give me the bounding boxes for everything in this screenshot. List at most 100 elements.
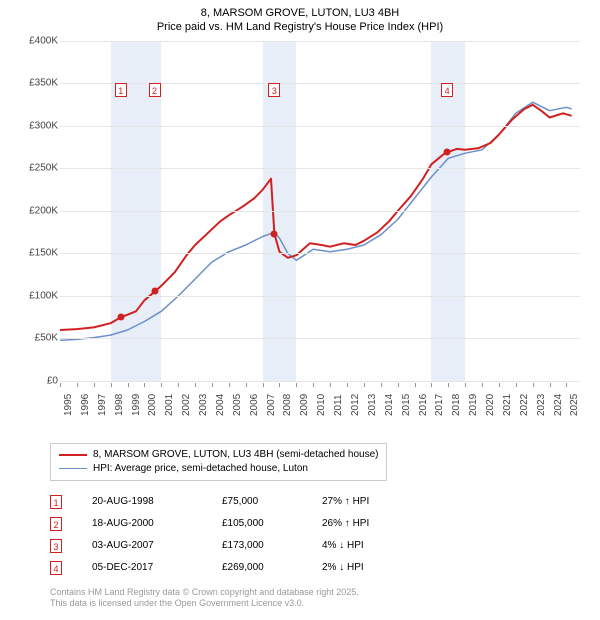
x-axis-label: 2001 [164,393,175,415]
x-tick [330,383,331,387]
sale-dot [271,230,278,237]
sales-diff: 4% ↓ HPI [322,540,422,551]
gridline [60,126,580,127]
y-axis-label: £350K [20,78,58,89]
x-tick [195,383,196,387]
x-axis-label: 2020 [485,393,496,415]
x-tick [128,383,129,387]
footer-line1: Contains HM Land Registry data © Crown c… [50,587,590,599]
x-axis-label: 2019 [468,393,479,415]
sales-diff: 27% ↑ HPI [322,496,422,507]
x-axis-label: 2022 [519,393,530,415]
sales-diff: 2% ↓ HPI [322,562,422,573]
legend-item: HPI: Average price, semi-detached house,… [59,462,378,476]
x-axis-label: 1996 [80,393,91,415]
x-tick [566,383,567,387]
x-tick [60,383,61,387]
x-tick [296,383,297,387]
x-axis-label: 2021 [502,393,513,415]
legend-swatch [59,454,87,456]
sale-dot [444,148,451,155]
sale-dot [151,288,158,295]
sales-date: 18-AUG-2000 [92,518,222,529]
x-axis-label: 2004 [215,393,226,415]
x-axis-label: 1999 [131,393,142,415]
x-axis-label: 2018 [451,393,462,415]
sales-date: 03-AUG-2007 [92,540,222,551]
x-tick [229,383,230,387]
x-tick [178,383,179,387]
x-axis-label: 2011 [333,394,344,416]
chart-marker: 3 [268,83,280,97]
gridline [60,296,580,297]
x-tick [398,383,399,387]
gridline [60,211,580,212]
legend-swatch [59,468,87,470]
x-axis-label: 2013 [367,393,378,415]
y-axis-label: £300K [20,120,58,131]
x-axis-label: 2010 [316,393,327,415]
x-tick [347,383,348,387]
x-tick [516,383,517,387]
y-axis-label: £200K [20,205,58,216]
x-axis-label: 2025 [569,393,580,415]
sales-price: £269,000 [222,562,322,573]
x-tick [246,383,247,387]
sales-marker: 2 [50,517,62,531]
x-tick [161,383,162,387]
x-axis-label: 2000 [147,393,158,415]
x-tick [212,383,213,387]
x-axis-label: 2012 [350,393,361,415]
sales-table: 1 20-AUG-1998£75,00027% ↑ HPI 2 18-AUG-2000… [50,491,590,579]
x-axis-label: 2003 [198,393,209,415]
sales-row: 1 20-AUG-1998£75,00027% ↑ HPI [50,491,590,513]
x-axis-label: 2002 [181,393,192,415]
legend-label: 8, MARSOM GROVE, LUTON, LU3 4BH (semi-de… [93,449,378,460]
y-axis-label: £250K [20,163,58,174]
x-tick [313,383,314,387]
title-subtitle: Price paid vs. HM Land Registry's House … [10,20,590,34]
y-axis-label: £0 [20,375,58,386]
x-axis-label: 2014 [384,393,395,415]
x-tick [465,383,466,387]
x-axis-label: 2024 [553,393,564,415]
x-tick [381,383,382,387]
x-tick [144,383,145,387]
x-axis-label: 2016 [418,393,429,415]
gridline [60,168,580,169]
sales-price: £75,000 [222,496,322,507]
sales-date: 05-DEC-2017 [92,562,222,573]
x-axis-label: 2009 [299,393,310,415]
chart-area: £0£50K£100K£150K£200K£250K£300K£350K£400… [20,41,580,401]
gridline [60,381,580,382]
x-tick [364,383,365,387]
x-axis-label: 1995 [63,393,74,415]
sales-marker: 1 [50,495,62,509]
x-axis-label: 2005 [232,393,243,415]
gridline [60,83,580,84]
y-axis-label: £400K [20,35,58,46]
x-tick [279,383,280,387]
x-tick [415,383,416,387]
x-axis-label: 2006 [249,393,260,415]
x-tick [550,383,551,387]
sales-price: £105,000 [222,518,322,529]
x-tick [77,383,78,387]
footer: Contains HM Land Registry data © Crown c… [50,587,590,610]
title-block: 8, MARSOM GROVE, LUTON, LU3 4BH Price pa… [10,6,590,35]
x-tick [499,383,500,387]
x-tick [448,383,449,387]
legend: 8, MARSOM GROVE, LUTON, LU3 4BH (semi-de… [50,443,387,481]
chart-container: 8, MARSOM GROVE, LUTON, LU3 4BH Price pa… [0,0,600,620]
x-axis-label: 1997 [97,393,108,415]
chart-marker: 2 [149,83,161,97]
x-axis-label: 2017 [434,393,445,415]
sales-price: £173,000 [222,540,322,551]
chart-marker: 4 [441,83,453,97]
x-tick [94,383,95,387]
x-axis-label: 1998 [114,393,125,415]
sale-dot [117,313,124,320]
footer-line2: This data is licensed under the Open Gov… [50,598,590,610]
sales-date: 20-AUG-1998 [92,496,222,507]
x-tick [431,383,432,387]
